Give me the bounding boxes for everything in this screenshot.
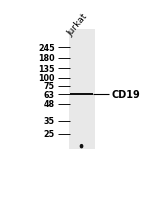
Text: 48: 48	[44, 100, 55, 109]
Text: 135: 135	[38, 64, 55, 73]
Bar	[70, 93, 93, 96]
Text: 180: 180	[38, 54, 55, 63]
Text: 75: 75	[44, 82, 55, 91]
Text: 35: 35	[44, 117, 55, 126]
Text: 25: 25	[44, 130, 55, 139]
Circle shape	[80, 145, 83, 148]
Text: CD19: CD19	[112, 90, 141, 100]
Text: Jurkat: Jurkat	[66, 12, 89, 38]
Text: 245: 245	[38, 43, 55, 52]
Text: 63: 63	[44, 90, 55, 99]
Text: 100: 100	[38, 74, 55, 83]
Bar	[69, 29, 95, 150]
